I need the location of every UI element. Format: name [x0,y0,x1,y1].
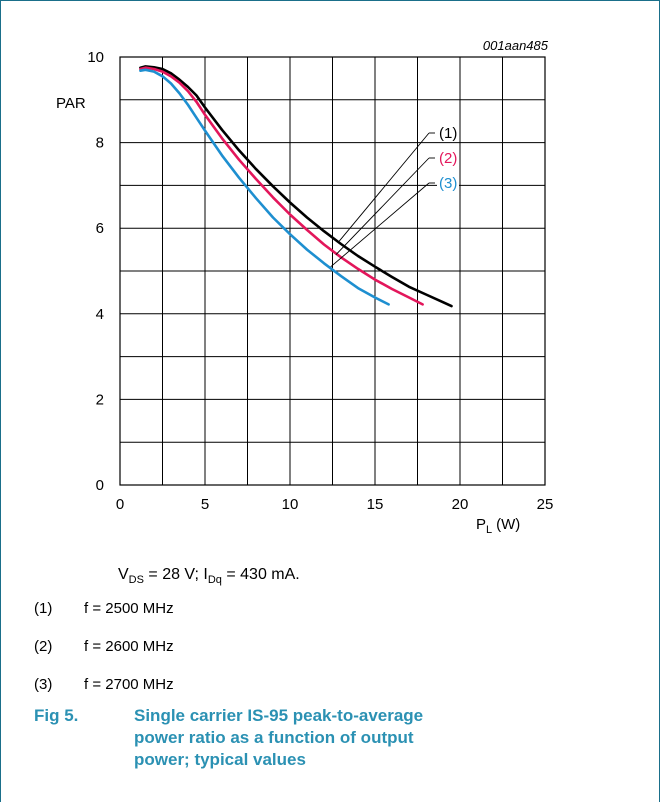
x-axis-label-unit: (W) [496,516,520,533]
x-axis-label: PL (W) [476,516,520,536]
y-tick-label: 6 [96,220,104,237]
series-line [139,68,390,306]
series-leader-lines: (1) (2) (3) [330,122,459,268]
chart-series [139,65,453,308]
x-tick-label: 25 [537,496,554,513]
leader-line [338,132,430,242]
axis-ticks: 0 5 10 15 20 25 0 2 4 6 8 10 [87,49,553,513]
y-tick-label: 4 [96,306,104,323]
series-label-background [437,172,459,190]
x-tick-label: 0 [116,496,124,513]
y-tick-label: 2 [96,391,104,408]
x-tick-label: 5 [201,496,209,513]
series-label: (2) [439,150,457,167]
figure-number: Fig 5. [34,706,79,725]
plot-area-border [119,56,546,486]
note-number: (3) [34,676,53,693]
note-text: f = 2600 MHz [84,638,174,655]
figure-title: Single carrier IS-95 peak-to-average pow… [134,706,424,769]
leader-line [330,182,430,268]
y-axis-label: PAR [56,95,86,112]
par-vs-output-power-chart: (1) (2) (3) 0 5 10 15 20 25 0 2 4 6 8 10 001aan485 PA… [56,38,553,536]
x-tick-label: 10 [282,496,299,513]
note-number: (1) [34,600,53,617]
series-label: (1) [439,125,457,142]
idq-value: = 430 mA. [221,566,300,583]
series-line [139,65,453,308]
note-number: (2) [34,638,53,655]
y-tick-label: 10 [87,49,104,66]
series-line [139,66,424,306]
x-axis-label-main: P [476,516,486,533]
vds-subscript: DS [128,574,144,587]
note-text: f = 2500 MHz [84,600,174,617]
idq-symbol: I [203,566,208,583]
series-label: (3) [439,175,457,192]
x-tick-label: 15 [367,496,384,513]
figure-code: 001aan485 [483,38,549,53]
series-label-background [437,147,459,165]
measurement-conditions: VDS = 28 V; IDq = 430 mA. [118,566,300,586]
series-label-background [437,122,459,140]
y-tick-label: 0 [96,477,104,494]
x-tick-label: 20 [452,496,469,513]
vds-value: = 28 V; [143,566,204,583]
x-axis-label-sub: L [486,524,492,536]
y-tick-label: 8 [96,135,104,152]
leader-line [335,157,430,256]
vds-symbol: V [118,566,129,583]
idq-subscript: Dq [207,574,222,587]
note-text: f = 2700 MHz [84,676,174,693]
